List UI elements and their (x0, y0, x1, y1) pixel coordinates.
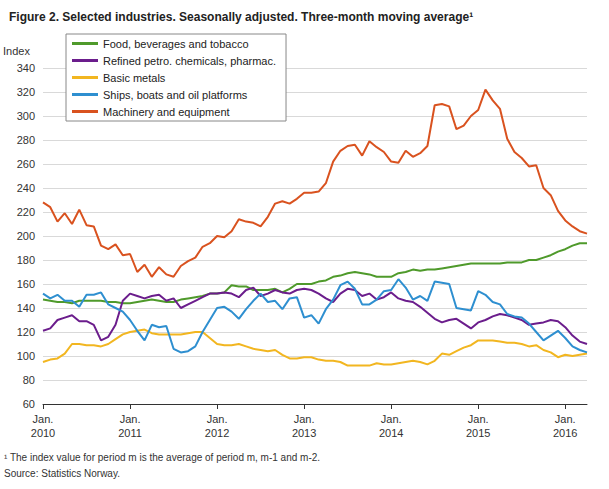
svg-text:Ships, boats and oil platforms: Ships, boats and oil platforms (103, 89, 248, 101)
svg-text:Basic metals: Basic metals (103, 72, 166, 84)
svg-text:160: 160 (17, 278, 35, 290)
svg-text:Index: Index (3, 45, 30, 57)
svg-text:80: 80 (23, 374, 35, 386)
svg-text:260: 260 (17, 158, 35, 170)
svg-text:220: 220 (17, 206, 35, 218)
svg-text:2014: 2014 (379, 427, 403, 439)
svg-text:200: 200 (17, 230, 35, 242)
svg-text:280: 280 (17, 134, 35, 146)
svg-text:300: 300 (17, 110, 35, 122)
svg-text:Refined petro. chemicals, phar: Refined petro. chemicals, pharmac. (103, 55, 276, 67)
svg-text:340: 340 (17, 62, 35, 74)
svg-text:Source: Statistics Norway.: Source: Statistics Norway. (4, 468, 120, 479)
svg-text:2011: 2011 (118, 427, 142, 439)
svg-text:2015: 2015 (466, 427, 490, 439)
svg-text:140: 140 (17, 302, 35, 314)
svg-text:320: 320 (17, 86, 35, 98)
svg-text:240: 240 (17, 182, 35, 194)
svg-text:Food, beverages and tobacco: Food, beverages and tobacco (103, 38, 249, 50)
svg-text:Jan.: Jan. (33, 413, 54, 425)
svg-text:2012: 2012 (205, 427, 229, 439)
svg-text:120: 120 (17, 326, 35, 338)
svg-text:180: 180 (17, 254, 35, 266)
svg-text:Jan.: Jan. (207, 413, 228, 425)
svg-text:¹ The index value for period m: ¹ The index value for period m is the av… (4, 452, 320, 463)
svg-text:Jan.: Jan. (294, 413, 315, 425)
svg-text:2013: 2013 (292, 427, 316, 439)
svg-text:Jan.: Jan. (468, 413, 489, 425)
svg-text:100: 100 (17, 350, 35, 362)
svg-text:Jan.: Jan. (120, 413, 141, 425)
svg-text:Jan.: Jan. (555, 413, 576, 425)
svg-text:Jan.: Jan. (381, 413, 402, 425)
svg-text:2016: 2016 (553, 427, 577, 439)
svg-text:Machinery and equipment: Machinery and equipment (103, 106, 230, 118)
svg-text:60: 60 (23, 398, 35, 410)
svg-text:2010: 2010 (31, 427, 55, 439)
svg-text:Figure 2. Selected industries.: Figure 2. Selected industries. Seasonall… (9, 10, 473, 24)
